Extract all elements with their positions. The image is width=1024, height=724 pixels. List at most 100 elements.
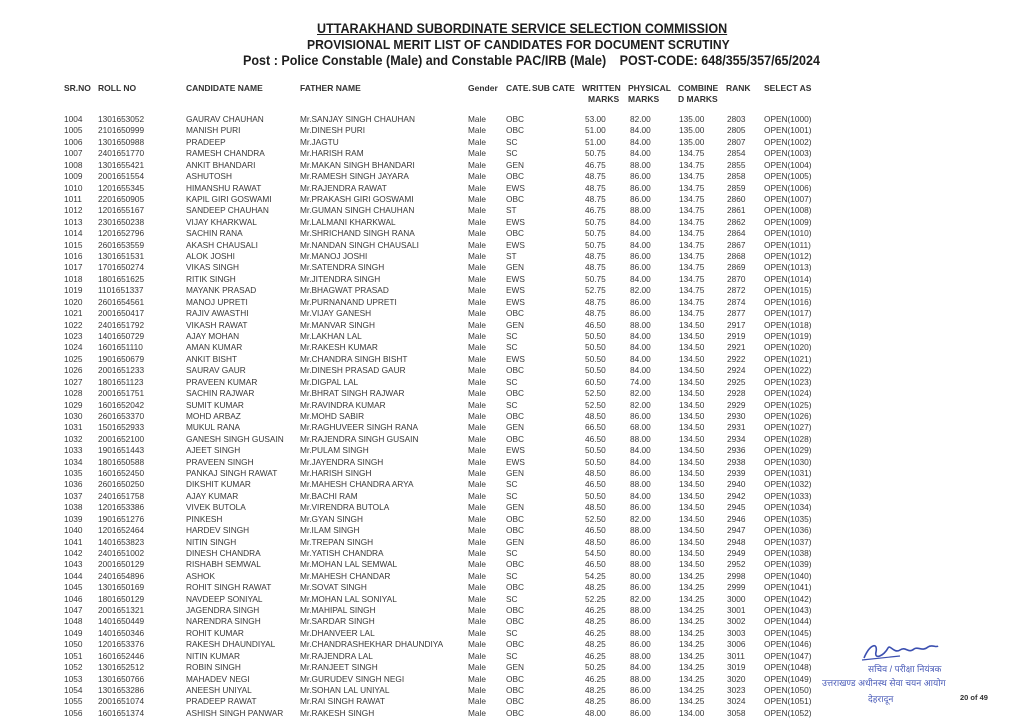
cell-sr-no: 1025 bbox=[64, 353, 83, 364]
cell-father-name: Mr.RANJEET SINGH bbox=[300, 662, 378, 673]
cell-rank: 2805 bbox=[727, 125, 746, 136]
cell-rank: 2862 bbox=[727, 216, 746, 227]
cell-category: GEN bbox=[506, 502, 524, 513]
cell-roll-no: 1801650588 bbox=[98, 456, 145, 467]
cell-rank: 3002 bbox=[727, 616, 746, 627]
col-category: CATE. bbox=[506, 83, 531, 93]
cell-roll-no: 1501652933 bbox=[98, 422, 145, 433]
cell-physical-marks: 82.00 bbox=[630, 513, 651, 524]
cell-physical-marks: 84.00 bbox=[630, 273, 651, 284]
cell-physical-marks: 86.00 bbox=[630, 171, 651, 182]
cell-combined-marks: 134.25 bbox=[679, 650, 705, 661]
cell-combined-marks: 134.25 bbox=[679, 639, 705, 650]
col-written-line1: WRITTEN bbox=[582, 83, 621, 93]
cell-category: GEN bbox=[506, 319, 524, 330]
cell-combined-marks: 134.25 bbox=[679, 662, 705, 673]
cell-roll-no: 2601653559 bbox=[98, 239, 145, 250]
cell-written-marks: 48.00 bbox=[585, 707, 606, 718]
cell-gender: Male bbox=[468, 114, 486, 124]
cell-father-name: Mr.BHAGWAT PRASAD bbox=[300, 285, 389, 296]
cell-category: OBC bbox=[506, 433, 524, 444]
table-row: 1021 2001650417 RAJIV AWASTHI Mr.VIJAY GANE… bbox=[0, 308, 1024, 319]
cell-candidate-name: ANEESH UNIYAL bbox=[186, 685, 252, 695]
cell-written-marks: 46.25 bbox=[585, 650, 606, 661]
table-row: 1011 2201650905 KAPIL GIRI GOSWAMI Mr.PRAKA… bbox=[0, 194, 1024, 205]
cell-sr-no: 1041 bbox=[64, 536, 83, 547]
cell-select-as: OPEN(1029) bbox=[764, 445, 812, 456]
cell-category: EWS bbox=[506, 445, 525, 456]
cell-gender: Male bbox=[468, 616, 486, 627]
cell-category: ST bbox=[506, 205, 517, 216]
table-row: 1007 2401651770 RAMESH CHANDRA Mr.HARISH RA… bbox=[0, 148, 1024, 159]
cell-physical-marks: 86.00 bbox=[630, 296, 651, 307]
cell-father-name: Mr.MANOJ JOSHI bbox=[300, 251, 368, 262]
cell-father-name: Mr.RAI SINGH RAWAT bbox=[300, 696, 385, 707]
cell-category: OBC bbox=[506, 193, 524, 204]
cell-sr-no: 1044 bbox=[64, 570, 83, 581]
cell-roll-no: 2001651233 bbox=[98, 365, 145, 376]
cell-sr-no: 1027 bbox=[64, 376, 83, 387]
cell-combined-marks: 134.75 bbox=[679, 171, 705, 182]
table-row: 1014 1201652796 SACHIN RANA Mr.SHRICHAND SI… bbox=[0, 228, 1024, 239]
cell-combined-marks: 134.50 bbox=[679, 376, 705, 387]
cell-candidate-name: NAVDEEP SONIYAL bbox=[186, 593, 263, 604]
cell-physical-marks: 84.00 bbox=[630, 239, 651, 250]
cell-roll-no: 1101651337 bbox=[98, 285, 144, 296]
cell-category: OBC bbox=[506, 171, 524, 182]
cell-father-name: Mr.LALMANI KHARKWAL bbox=[300, 216, 396, 227]
cell-physical-marks: 84.00 bbox=[630, 148, 651, 159]
cell-select-as: OPEN(1015) bbox=[764, 285, 812, 296]
cell-candidate-name: PRADEEP bbox=[186, 136, 226, 147]
cell-written-marks: 48.25 bbox=[585, 685, 606, 695]
cell-sr-no: 1022 bbox=[64, 319, 83, 330]
table-row: 1055 2001651074 PRADEEP RAWAT Mr.RAI SINGH … bbox=[0, 696, 1024, 707]
cell-roll-no: 1801651625 bbox=[98, 273, 145, 284]
cell-written-marks: 46.50 bbox=[585, 319, 606, 330]
cell-select-as: OPEN(1042) bbox=[764, 593, 812, 604]
cell-combined-marks: 134.50 bbox=[679, 479, 705, 490]
cell-combined-marks: 134.50 bbox=[679, 433, 705, 444]
cell-written-marks: 46.75 bbox=[585, 205, 606, 216]
cell-roll-no: 2001651321 bbox=[98, 605, 145, 616]
table-row: 1034 1801650588 PRAVEEN SINGH Mr.JAYENDRA S… bbox=[0, 457, 1024, 468]
cell-candidate-name: SUMIT KUMAR bbox=[186, 399, 244, 410]
cell-category: ST bbox=[506, 251, 517, 262]
cell-gender: Male bbox=[468, 456, 486, 467]
table-row: 1053 1301650766 MAHADEV NEGI Mr.GURUDEV SIN… bbox=[0, 674, 1024, 685]
cell-father-name: Mr.RAMESH SINGH JAYARA bbox=[300, 171, 409, 182]
cell-select-as: OPEN(1031) bbox=[764, 468, 812, 479]
cell-combined-marks: 134.75 bbox=[679, 148, 705, 159]
cell-physical-marks: 82.00 bbox=[630, 388, 651, 399]
cell-rank: 2948 bbox=[727, 536, 746, 547]
cell-physical-marks: 86.00 bbox=[630, 410, 651, 421]
cell-physical-marks: 86.00 bbox=[630, 616, 651, 627]
table-row: 1042 2401651002 DINESH CHANDRA Mr.YATISH CH… bbox=[0, 548, 1024, 559]
cell-father-name: Mr.MAHESH CHANDAR bbox=[300, 570, 391, 581]
cell-candidate-name: PRADEEP RAWAT bbox=[186, 696, 257, 707]
cell-select-as: OPEN(1044) bbox=[764, 616, 812, 627]
cell-gender: Male bbox=[468, 605, 486, 616]
cell-roll-no: 1401650346 bbox=[98, 627, 145, 638]
table-row: 1047 2001651321 JAGENDRA SINGH Mr.MAHIPAL S… bbox=[0, 605, 1024, 616]
cell-sr-no: 1055 bbox=[64, 696, 83, 707]
table-row: 1009 2001651554 ASHUTOSH Mr.RAMESH SINGH JA… bbox=[0, 171, 1024, 182]
cell-rank: 3000 bbox=[727, 593, 746, 604]
cell-gender: Male bbox=[468, 593, 486, 604]
cell-roll-no: 1601652446 bbox=[98, 650, 145, 661]
cell-gender: Male bbox=[468, 536, 486, 547]
cell-rank: 2930 bbox=[727, 410, 746, 421]
table-row: 1045 1301650169 ROHIT SINGH RAWAT Mr.SOVAT … bbox=[0, 582, 1024, 593]
cell-combined-marks: 134.50 bbox=[679, 388, 705, 399]
cell-category: OBC bbox=[506, 696, 524, 707]
col-physical-line2: MARKS bbox=[628, 94, 660, 104]
cell-written-marks: 50.75 bbox=[585, 273, 606, 284]
table-row: 1043 2001650129 RISHABH SEMWAL Mr.MOHAN LAL… bbox=[0, 559, 1024, 570]
col-select-as: SELECT AS bbox=[764, 83, 812, 93]
cell-select-as: OPEN(1007) bbox=[764, 193, 812, 204]
cell-physical-marks: 88.00 bbox=[630, 479, 651, 490]
cell-sr-no: 1033 bbox=[64, 445, 83, 456]
cell-select-as: OPEN(1038) bbox=[764, 547, 812, 558]
cell-select-as: OPEN(1045) bbox=[764, 627, 812, 638]
cell-category: SC bbox=[506, 593, 518, 604]
cell-candidate-name: VIVEK BUTOLA bbox=[186, 502, 246, 513]
